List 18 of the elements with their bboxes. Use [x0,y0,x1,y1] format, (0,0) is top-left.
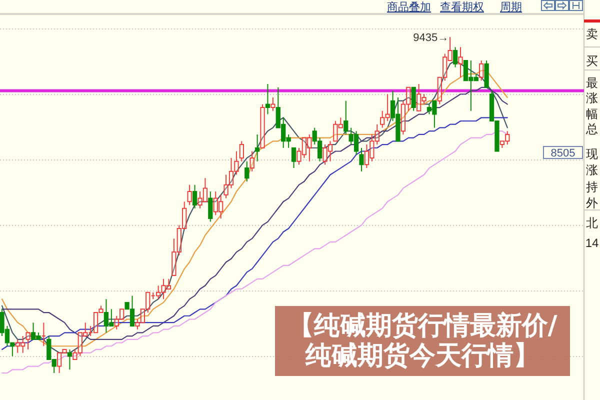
annotation: 9435→ [413,32,449,44]
toolbar-label: 周期 [500,2,522,14]
title: 【纯碱期货行情最新价/纯碱期货今天行情】 [275,306,570,376]
panel-label: 涨 [586,163,598,177]
panel-label: 14 [585,236,599,250]
panel-label: 外 [586,196,598,210]
price-label: 8505 [550,148,576,160]
panel-label: 涨 [586,91,598,105]
panel-label: 卖 [586,27,598,41]
panel-label: 持 [586,180,598,194]
toolbar-label: 查看期权 [440,2,484,14]
panel-label: 买 [586,54,598,68]
panel-label: 北 [586,216,598,230]
panel-label: 幅 [586,107,598,121]
toolbar-label: 商品叠加 [387,2,431,14]
panel-label: 现 [586,147,598,161]
panel-label: 总 [586,122,598,136]
panel-label: 最 [586,76,598,90]
